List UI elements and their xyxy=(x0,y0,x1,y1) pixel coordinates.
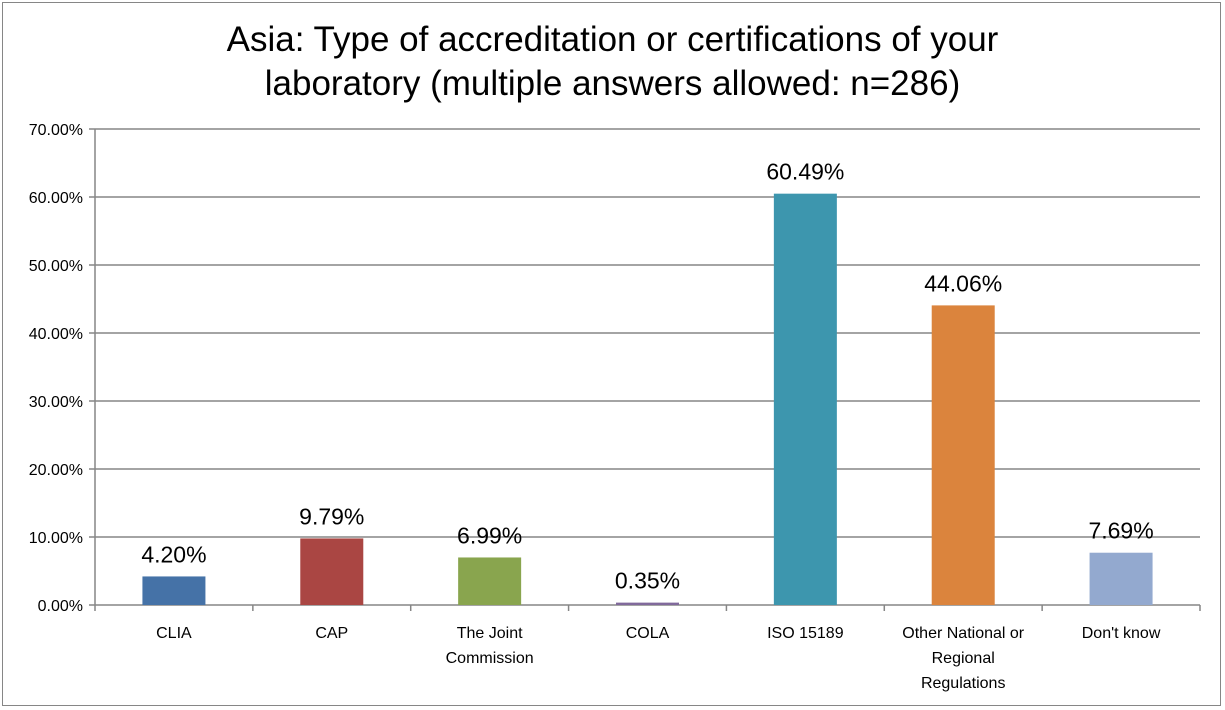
x-category-label: Regulations xyxy=(921,675,1006,692)
data-label: 60.49% xyxy=(766,159,844,185)
bar-cola xyxy=(616,602,679,605)
x-category-label: CLIA xyxy=(156,625,192,642)
chart-title: Asia: Type of accreditation or certifica… xyxy=(0,18,1225,106)
data-label: 6.99% xyxy=(457,522,522,548)
y-tick-label: 20.00% xyxy=(29,462,83,479)
chart-title-line-2: laboratory (multiple answers allowed: n=… xyxy=(264,64,961,103)
data-label: 44.06% xyxy=(924,270,1002,296)
y-tick-label: 70.00% xyxy=(29,122,83,139)
x-category-label: Commission xyxy=(446,650,534,667)
x-category-label: COLA xyxy=(626,625,670,642)
x-category-label: The Joint xyxy=(457,625,523,642)
data-label: 4.20% xyxy=(141,541,206,567)
bar-don-t-know xyxy=(1089,552,1153,605)
y-tick-label: 50.00% xyxy=(29,258,83,275)
x-category-label: Don't know xyxy=(1082,625,1161,642)
y-tick-label: 60.00% xyxy=(29,190,83,207)
y-tick-label: 40.00% xyxy=(29,326,83,343)
y-tick-label: 0.00% xyxy=(38,598,83,615)
y-tick-label: 30.00% xyxy=(29,394,83,411)
data-label: 9.79% xyxy=(299,503,364,529)
x-category-label: CAP xyxy=(315,625,348,642)
x-category-label: Regional xyxy=(932,650,995,667)
x-category-label: ISO 15189 xyxy=(767,625,844,642)
data-label: 7.69% xyxy=(1088,518,1153,544)
bar-iso-15189 xyxy=(773,193,837,605)
x-category-label: Other National or xyxy=(902,625,1025,642)
bar-clia xyxy=(142,576,206,605)
y-tick-label: 10.00% xyxy=(29,530,83,547)
bar-cap xyxy=(300,538,364,605)
data-label: 0.35% xyxy=(615,568,680,594)
chart-title-line-1: Asia: Type of accreditation or certifica… xyxy=(226,20,999,59)
bar-the-joint-commission xyxy=(458,557,522,605)
bar-other-national-or-regional-regulations xyxy=(931,305,995,605)
